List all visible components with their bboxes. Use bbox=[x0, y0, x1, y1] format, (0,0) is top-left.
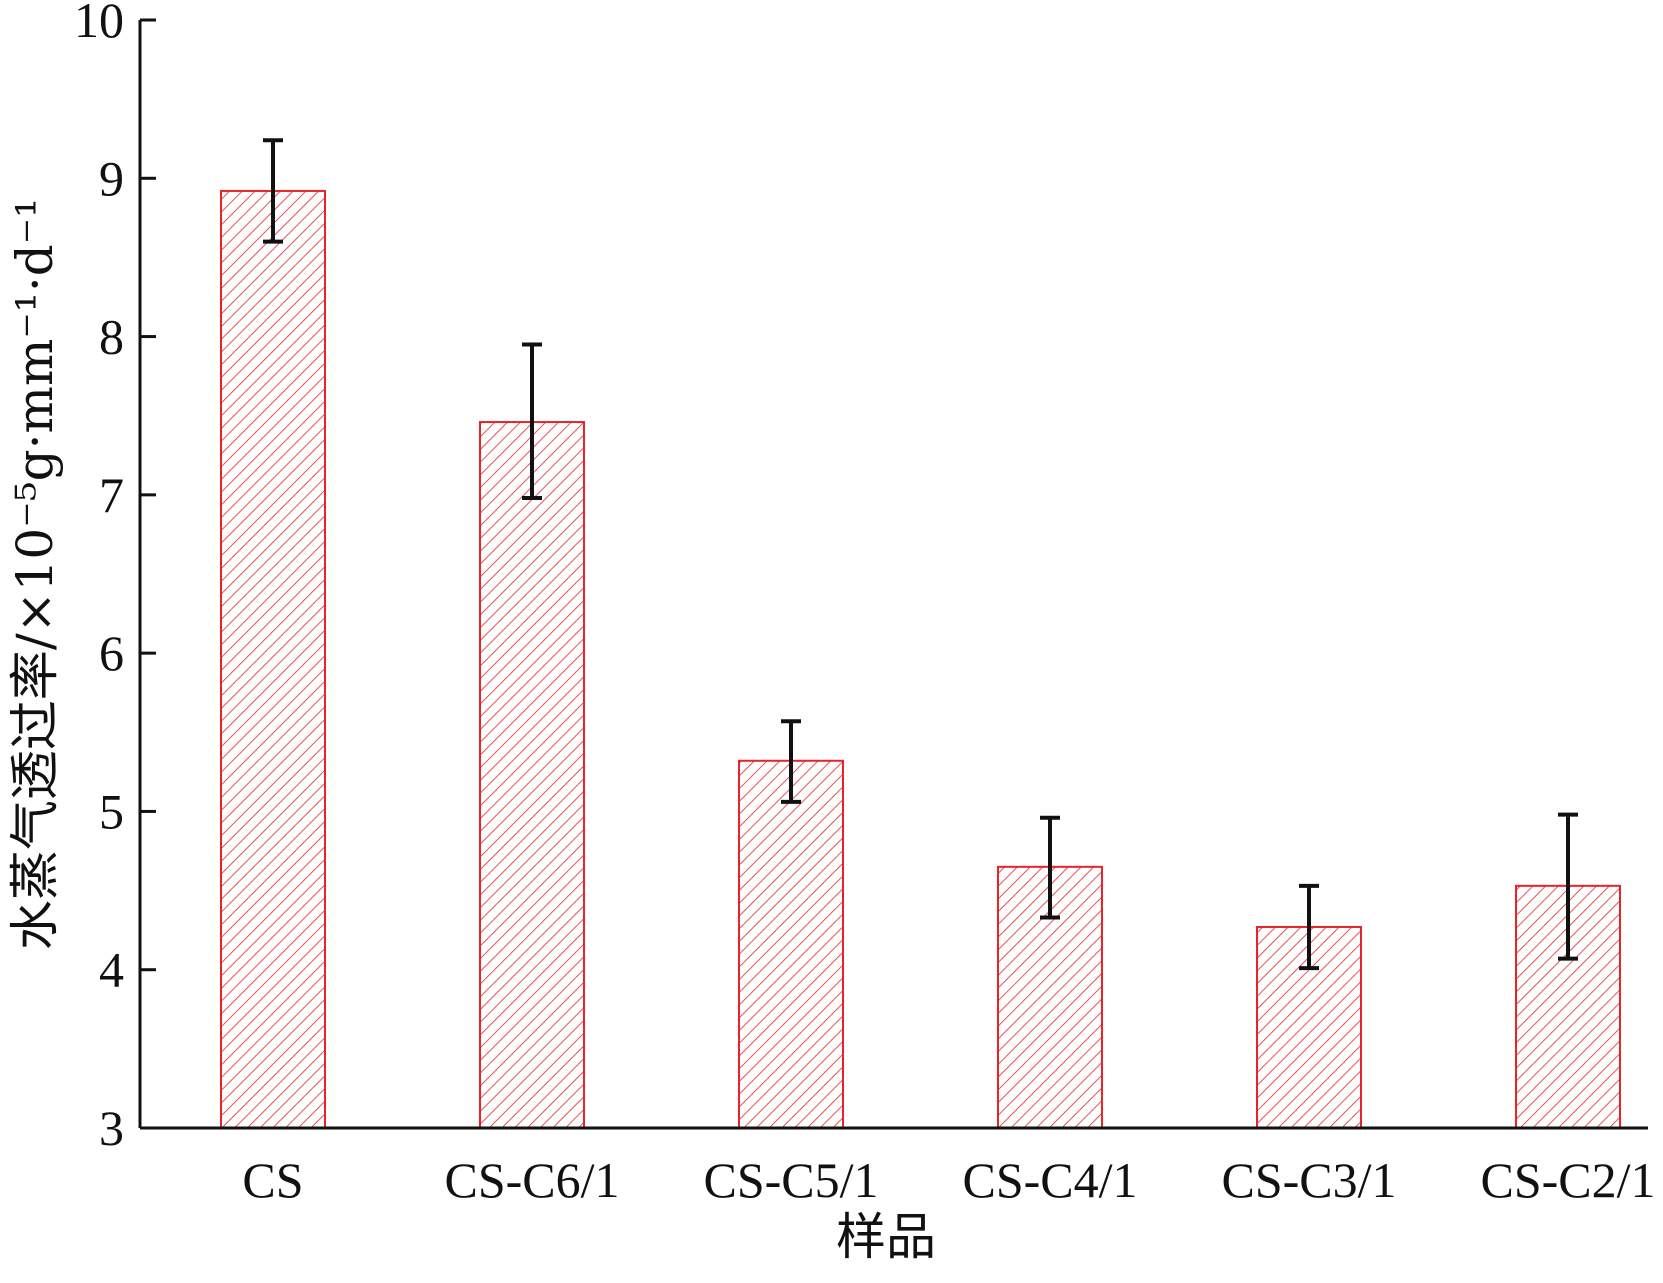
y-tick-label-1: 4 bbox=[99, 942, 124, 998]
error-bar-3 bbox=[1040, 815, 1060, 920]
x-axis-title: 样品 bbox=[836, 1208, 936, 1266]
x-tick-label-1: CS-C6/1 bbox=[444, 1152, 619, 1208]
error-bar-2 bbox=[781, 719, 801, 804]
y-tick-label-4: 7 bbox=[99, 467, 124, 523]
x-tick-label-4: CS-C3/1 bbox=[1221, 1152, 1396, 1208]
y-tick-label-7: 10 bbox=[74, 0, 124, 48]
x-ticks: CS CS-C6/1 CS-C5/1 CS-C4/1 CS-C3/1 CS-C2/1 bbox=[242, 1152, 1655, 1208]
x-tick-label-2: CS-C5/1 bbox=[703, 1152, 878, 1208]
y-tick-label-5: 8 bbox=[99, 309, 124, 365]
y-tick-label-2: 5 bbox=[99, 783, 124, 839]
error-bars-layer bbox=[263, 138, 1578, 971]
y-tick-label-0: 3 bbox=[99, 1100, 124, 1156]
bars-layer bbox=[220, 189, 1621, 1130]
y-axis-title: 水蒸气透过率/×10⁻⁵g·mm⁻¹·d⁻¹ bbox=[6, 198, 64, 950]
y-ticks: 3 4 5 6 7 8 9 10 bbox=[74, 0, 156, 1156]
bar-0 bbox=[220, 189, 326, 1130]
error-bar-5 bbox=[1558, 812, 1578, 961]
x-tick-label-3: CS-C4/1 bbox=[962, 1152, 1137, 1208]
y-tick-label-3: 6 bbox=[99, 625, 124, 681]
bar-1 bbox=[479, 421, 585, 1129]
x-tick-label-0: CS bbox=[242, 1152, 303, 1208]
bar-2 bbox=[738, 759, 844, 1130]
error-bar-4 bbox=[1299, 883, 1319, 971]
x-tick-label-5: CS-C2/1 bbox=[1480, 1152, 1655, 1208]
error-bar-1 bbox=[522, 342, 542, 501]
error-bar-0 bbox=[263, 138, 283, 244]
y-tick-label-6: 9 bbox=[99, 150, 124, 206]
